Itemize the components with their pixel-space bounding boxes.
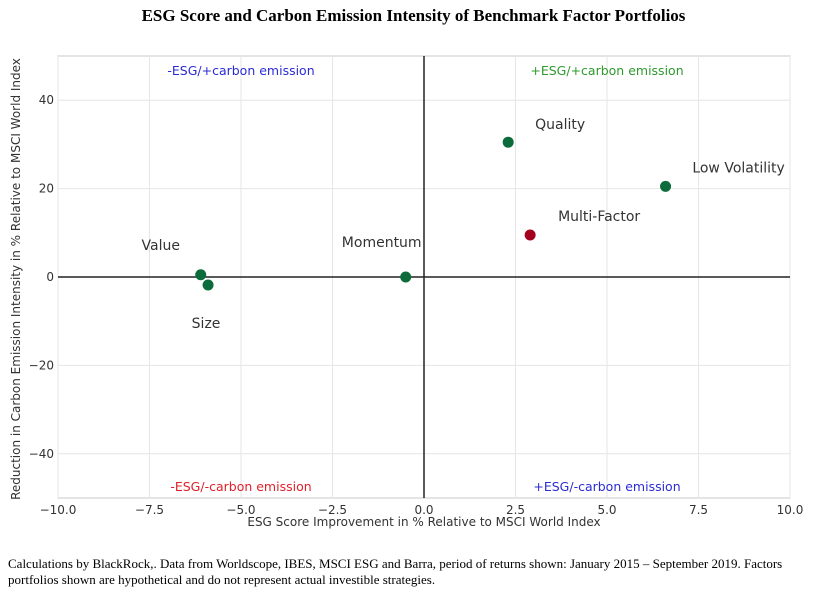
quadrant-labels: -ESG/+carbon emission +ESG/+carbon emissi… [167,63,683,494]
point-label-value: Value [142,238,180,254]
point-momentum [400,271,412,283]
x-tick-label: 10.0 [777,503,804,517]
x-tick-label: −10.0 [40,503,77,517]
quadrant-label-top-right: +ESG/+carbon emission [530,63,683,78]
y-axis-ticks: 40 20 0 −20 −40 [29,93,54,461]
y-tick-label: 40 [39,93,54,107]
x-axis-label: ESG Score Improvement in % Relative to M… [247,515,600,529]
point-label-momentum: Momentum [342,235,422,251]
x-tick-label: −2.5 [318,503,347,517]
x-tick-label: 5.0 [597,503,616,517]
y-tick-label: −20 [29,358,54,372]
quadrant-label-bottom-left: -ESG/-carbon emission [170,479,311,494]
point-quality [502,136,514,148]
y-tick-label: −40 [29,447,54,461]
chart-title: ESG Score and Carbon Emission Intensity … [141,6,686,25]
quadrant-label-top-left: -ESG/+carbon emission [167,63,314,78]
caption: Calculations by BlackRock,. Data from Wo… [8,556,783,587]
quadrant-label-bottom-right: +ESG/-carbon emission [533,479,680,494]
x-tick-label: −7.5 [135,503,164,517]
x-tick-label: 0.0 [414,503,433,517]
point-value [195,269,207,281]
data-points [195,136,672,291]
x-tick-label: 7.5 [689,503,708,517]
point-label-low-volatility: Low Volatility [692,160,784,176]
x-tick-label: −5.0 [226,503,255,517]
point-size [202,279,214,291]
y-tick-label: 0 [46,270,54,284]
point-multi-factor [524,229,536,241]
x-tick-label: 2.5 [506,503,525,517]
y-tick-label: 20 [39,182,54,196]
scatter-chart: −10.0 −7.5 −5.0 −2.5 0.0 2.5 5.0 7.5 10.0 40 20 0 −… [9,55,804,529]
point-label-quality: Quality [535,117,585,133]
point-label-size: Size [192,316,221,332]
point-label-multi-factor: Multi-Factor [558,209,640,225]
point-low-volatility [660,180,672,192]
x-axis-ticks: −10.0 −7.5 −5.0 −2.5 0.0 2.5 5.0 7.5 10.0 [40,503,804,517]
y-axis-label: Reduction in Carbon Emission Intensity i… [9,58,23,500]
point-labels: Value Size Momentum Quality Low Volatility Mu… [142,117,785,332]
